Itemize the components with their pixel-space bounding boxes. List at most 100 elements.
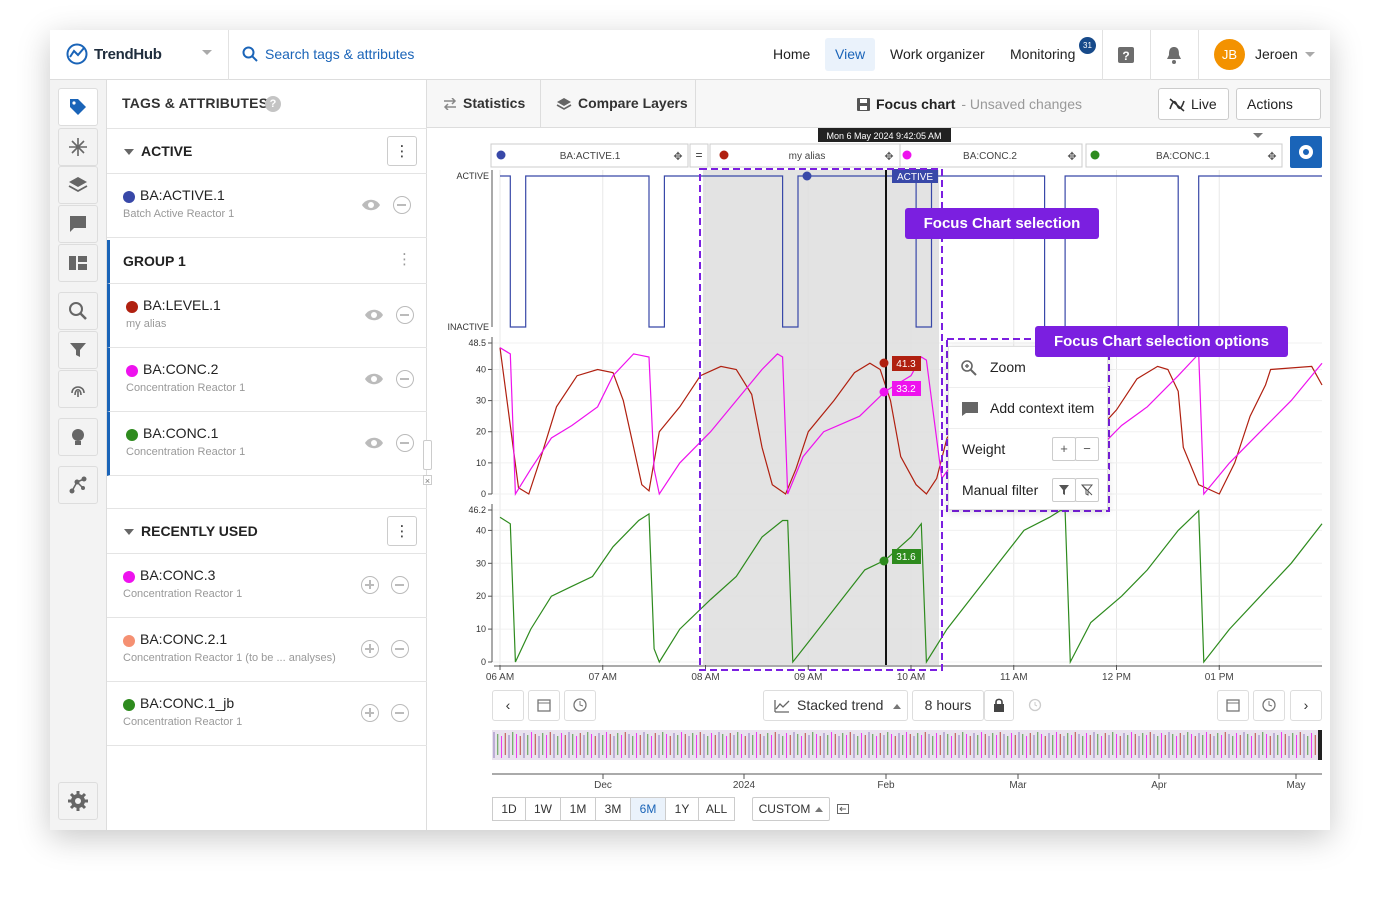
add-icon[interactable]	[361, 704, 379, 722]
user-avatar[interactable]: JB	[1214, 39, 1245, 70]
range-6m[interactable]: 6M	[630, 797, 666, 821]
eye-icon[interactable]	[364, 434, 384, 452]
search-tab-button[interactable]	[58, 292, 98, 330]
start-date-button[interactable]	[528, 690, 560, 721]
legend-move-icon[interactable]: ✥	[673, 151, 682, 163]
legend-move-icon[interactable]: ✥	[1067, 151, 1076, 163]
range-1w[interactable]: 1W	[525, 797, 561, 821]
zoom-menu-item[interactable]: Zoom	[949, 347, 1109, 388]
tag-item[interactable]: BA:CONC.3 Concentration Reactor 1	[107, 554, 427, 618]
legend-equals-button[interactable]	[689, 143, 709, 168]
recent-section-header[interactable]: RECENTLY USED ⋮	[107, 508, 427, 554]
add-icon[interactable]	[361, 576, 379, 594]
remove-icon[interactable]	[391, 576, 409, 594]
value-red: 41.3	[896, 359, 916, 370]
collapse-caret-icon[interactable]	[124, 529, 134, 535]
next-period-button[interactable]: ›	[1290, 690, 1322, 721]
user-name[interactable]: Jeroen	[1255, 46, 1298, 62]
add-icon[interactable]	[361, 640, 379, 658]
panel-help-icon[interactable]: ?	[265, 96, 281, 112]
legend-move-icon[interactable]: ✥	[884, 151, 893, 163]
legend-box[interactable]	[490, 143, 689, 168]
weight-menu-item: Weight + −	[949, 429, 1109, 470]
end-time-button[interactable]	[1253, 690, 1285, 721]
statistics-button[interactable]: Statistics	[427, 80, 540, 127]
filter-include-button[interactable]	[1052, 478, 1076, 502]
app-logo[interactable]: TrendHub	[66, 43, 162, 65]
legend-move-icon[interactable]: ✥	[1267, 151, 1276, 163]
remove-icon[interactable]	[396, 306, 414, 324]
live-button[interactable]: Live	[1158, 88, 1229, 120]
nav-view[interactable]: View	[825, 38, 876, 71]
history-button[interactable]	[1020, 690, 1050, 721]
range-1d[interactable]: 1D	[492, 797, 526, 821]
tag-item[interactable]: BA:CONC.2.1 Concentration Reactor 1 (to …	[107, 618, 427, 682]
fingerprint-tab-button[interactable]	[58, 370, 98, 408]
save-icon[interactable]	[857, 97, 870, 111]
weight-minus-button[interactable]: −	[1075, 437, 1099, 461]
duration-field[interactable]: 8 hours	[912, 690, 984, 721]
remove-icon[interactable]	[393, 196, 411, 214]
legend-box[interactable]	[899, 143, 1083, 168]
group-menu-icon[interactable]: ⋮	[397, 251, 412, 268]
filter-tab-button[interactable]	[58, 331, 98, 369]
custom-range-dropdown[interactable]: CUSTOM	[752, 797, 830, 821]
layers-tab-button[interactable]	[58, 166, 98, 204]
panel-close-icon[interactable]: ×	[423, 475, 432, 486]
range-1y[interactable]: 1Y	[665, 797, 699, 821]
previous-period-button[interactable]: ‹	[492, 690, 524, 721]
range-1m[interactable]: 1M	[560, 797, 596, 821]
tag-color-dot	[126, 429, 138, 441]
tag-item[interactable]: BA:CONC.2 Concentration Reactor 1	[107, 348, 427, 412]
eye-icon[interactable]	[364, 306, 384, 324]
eye-icon[interactable]	[361, 196, 381, 214]
panel-resize-handle[interactable]	[423, 440, 432, 470]
range-3m[interactable]: 3M	[595, 797, 631, 821]
filter-exclude-button[interactable]	[1075, 478, 1099, 502]
tag-item[interactable]: BA:LEVEL.1 my alias	[107, 284, 427, 348]
notifications-bell-icon[interactable]	[1164, 45, 1184, 65]
weight-plus-button[interactable]: +	[1052, 437, 1076, 461]
comments-tab-button[interactable]	[58, 205, 98, 243]
start-time-button[interactable]	[564, 690, 596, 721]
remove-icon[interactable]	[396, 434, 414, 452]
recent-section-menu-button[interactable]: ⋮	[387, 516, 417, 546]
tag-item[interactable]: BA:ACTIVE.1 Batch Active Reactor 1	[107, 174, 427, 238]
tags-panel: TAGS & ATTRIBUTES ? ACTIVE ⋮ BA:ACTIVE.1…	[107, 80, 427, 830]
group-1-header[interactable]: GROUP 1 ⋮	[107, 240, 427, 284]
user-menu-caret-icon[interactable]	[1305, 52, 1315, 57]
app-switcher-caret-icon[interactable]	[202, 50, 212, 55]
nav-work-organizer[interactable]: Work organizer	[890, 46, 985, 62]
settings-tab-button[interactable]	[58, 782, 98, 820]
legend-box[interactable]	[1085, 143, 1283, 168]
help-icon[interactable]: ?	[1116, 45, 1136, 65]
range-all[interactable]: ALL	[698, 797, 735, 821]
x-tick-label: 09 AM	[794, 672, 822, 683]
lock-duration-button[interactable]	[984, 690, 1014, 721]
actions-dropdown[interactable]: Actions	[1236, 88, 1321, 138]
collapse-caret-icon[interactable]	[124, 149, 134, 155]
active-section-menu-button[interactable]: ⋮	[387, 136, 417, 166]
graph-tab-button[interactable]	[58, 466, 98, 504]
tag-item[interactable]: BA:CONC.1 Concentration Reactor 1	[107, 412, 427, 476]
remove-icon[interactable]	[391, 704, 409, 722]
nav-monitoring[interactable]: Monitoring	[1010, 46, 1076, 62]
nav-home[interactable]: Home	[773, 46, 811, 62]
compare-layers-button[interactable]: Compare Layers	[540, 80, 695, 127]
overview-navigator[interactable]: Dec 2024 Feb Mar Apr May	[492, 730, 1322, 791]
dashboard-tab-button[interactable]	[58, 244, 98, 282]
tag-item[interactable]: BA:CONC.1_jb Concentration Reactor 1	[107, 682, 427, 746]
search-input[interactable]: Search tags & attributes	[242, 46, 414, 62]
expand-range-button[interactable]	[832, 797, 854, 821]
insights-tab-button[interactable]	[58, 418, 98, 456]
remove-icon[interactable]	[391, 640, 409, 658]
tags-tab-button[interactable]	[58, 88, 98, 126]
eye-icon[interactable]	[364, 370, 384, 388]
active-section-header[interactable]: ACTIVE ⋮	[107, 128, 427, 174]
add-context-menu-item[interactable]: Add context item	[949, 388, 1109, 429]
focus-selection-area[interactable]	[703, 170, 939, 665]
chart-mode-dropdown[interactable]: Stacked trend	[763, 690, 908, 721]
remove-icon[interactable]	[396, 370, 414, 388]
end-date-button[interactable]	[1217, 690, 1249, 721]
patterns-tab-button[interactable]	[58, 128, 98, 166]
